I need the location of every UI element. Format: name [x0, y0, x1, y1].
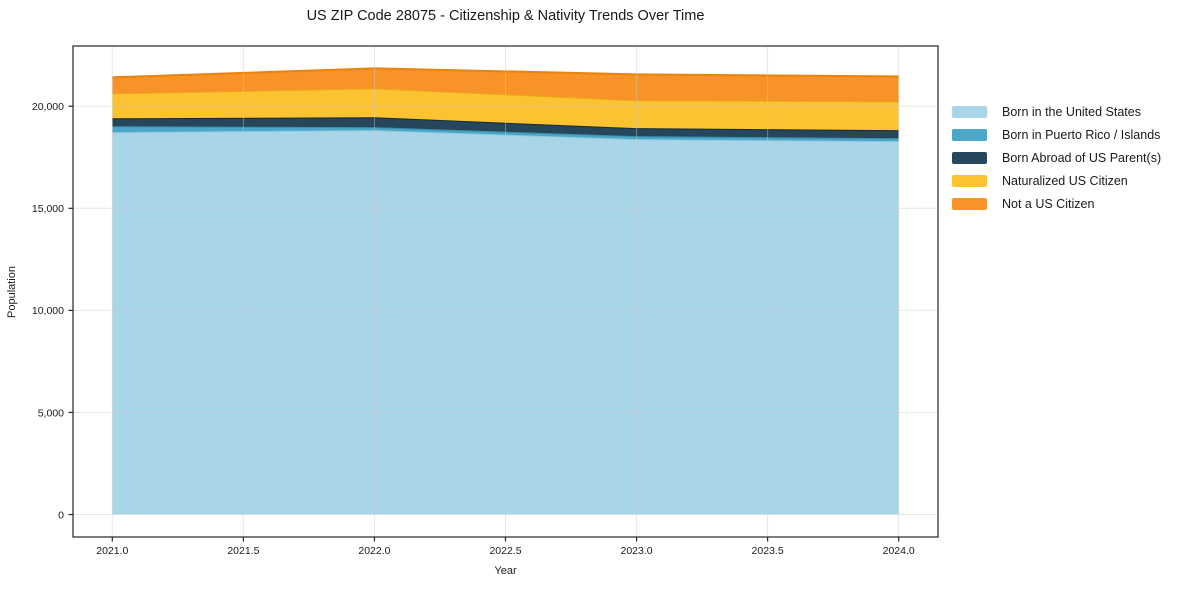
area-series-0	[112, 130, 899, 515]
legend-label-0: Born in the United States	[1002, 105, 1141, 119]
legend-swatch-4	[952, 198, 987, 210]
legend-item-4: Not a US Citizen	[952, 197, 1161, 211]
y-tick-label: 15,000	[32, 203, 64, 215]
legend-item-0: Born in the United States	[952, 105, 1161, 119]
x-tick-label: 2023.5	[752, 545, 784, 557]
legend-swatch-2	[952, 152, 987, 164]
x-tick-label: 2021.5	[227, 545, 259, 557]
area-series-4	[112, 68, 899, 102]
legend-swatch-0	[952, 106, 987, 118]
y-tick-label: 5,000	[38, 407, 64, 419]
y-tick-label: 0	[58, 509, 64, 521]
legend-label-2: Born Abroad of US Parent(s)	[1002, 151, 1162, 165]
x-tick-label: 2023.0	[620, 545, 652, 557]
legend-swatch-1	[952, 129, 987, 141]
x-tick-label: 2022.0	[358, 545, 390, 557]
legend-item-3: Naturalized US Citizen	[952, 174, 1161, 188]
area-edge-4	[112, 67, 899, 79]
legend-swatch-3	[952, 175, 987, 187]
x-axis-label: Year	[494, 565, 517, 577]
y-tick-label: 10,000	[32, 305, 64, 317]
legend: Born in the United States Born in Puerto …	[952, 105, 1162, 221]
chart-title: US ZIP Code 28075 - Citizenship & Nativi…	[306, 8, 705, 24]
legend-label-3: Naturalized US Citizen	[1002, 174, 1128, 188]
x-tick-label: 2021.0	[96, 545, 128, 557]
legend-label-4: Not a US Citizen	[1002, 197, 1095, 211]
y-tick-label: 20,000	[32, 101, 64, 113]
x-tick-label: 2024.0	[883, 545, 915, 557]
legend-item-2: Born Abroad of US Parent(s)	[952, 151, 1162, 165]
area-series-3	[112, 88, 899, 131]
x-tick-label: 2022.5	[489, 545, 521, 557]
legend-item-1: Born in Puerto Rico / Islands	[952, 128, 1161, 142]
legend-label-1: Born in Puerto Rico / Islands	[1002, 128, 1161, 142]
area-series-2	[112, 117, 899, 139]
